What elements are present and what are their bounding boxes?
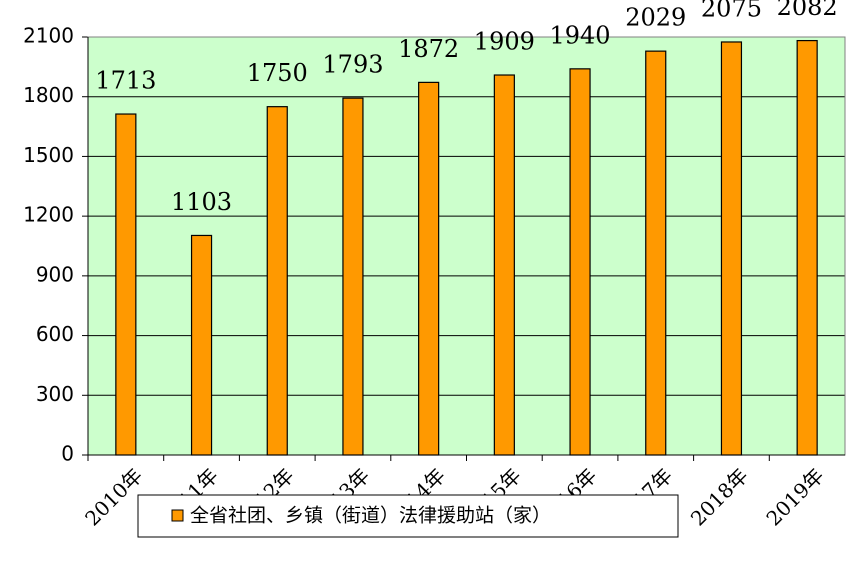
data-label: 1909 — [474, 28, 535, 56]
data-label: 1750 — [247, 59, 308, 87]
legend-label: 全省社团、乡镇（街道）法律援助站（家） — [190, 505, 551, 527]
legend-marker — [171, 509, 184, 522]
data-label: 2029 — [625, 4, 686, 32]
data-label: 2082 — [777, 0, 838, 21]
y-tick-label: 1800 — [23, 83, 74, 107]
bar — [796, 39, 818, 456]
y-tick-label: 1200 — [23, 203, 74, 227]
x-tick-label: 2018年 — [686, 463, 753, 530]
x-tick-label: 2010年 — [80, 463, 147, 530]
y-tick-label: 600 — [36, 322, 74, 346]
bar — [720, 41, 743, 456]
legend — [137, 494, 679, 538]
y-tick-label: 2100 — [23, 24, 74, 48]
data-label: 1103 — [171, 188, 232, 216]
y-tick-label: 0 — [61, 442, 74, 466]
bar — [115, 113, 137, 456]
bar — [645, 50, 667, 456]
data-label: 1793 — [322, 51, 383, 79]
x-tick-label: 2019年 — [761, 463, 828, 530]
y-tick-label: 300 — [36, 382, 74, 406]
plot-area — [88, 37, 845, 455]
data-label: 1872 — [398, 35, 459, 63]
bar — [342, 97, 364, 456]
data-label: 2075 — [701, 0, 762, 22]
data-label: 1940 — [550, 21, 611, 49]
y-tick-label: 1500 — [23, 143, 74, 167]
y-tick-label: 900 — [36, 262, 74, 286]
bar — [190, 234, 213, 456]
data-label: 1713 — [95, 67, 156, 95]
bar — [493, 74, 515, 456]
bar — [418, 81, 440, 456]
bar — [569, 68, 591, 456]
bar — [266, 106, 288, 456]
